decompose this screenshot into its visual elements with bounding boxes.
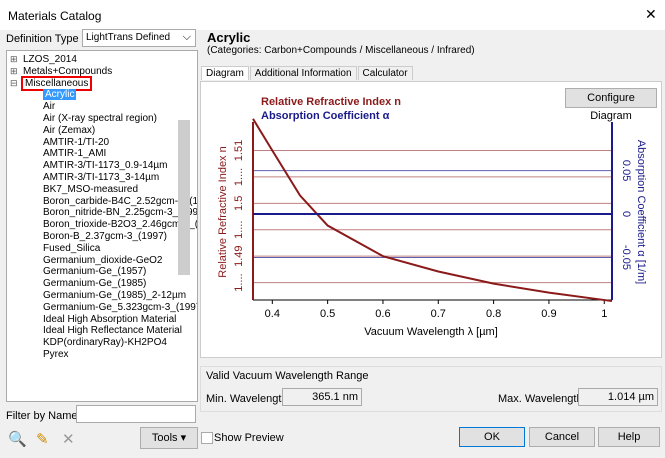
tree-item[interactable]: BK7_MSO-measured <box>43 183 139 195</box>
configure-button[interactable]: Configure Diagram <box>565 88 657 122</box>
close[interactable]: ✕ <box>645 6 657 22</box>
max-value: 1.014 µm <box>607 391 654 403</box>
tree-item[interactable]: Germanium-Ge_5.323gcm-3_(1997 <box>43 301 198 313</box>
min-field: 365.1 nm <box>282 388 362 406</box>
x-label: Vacuum Wavelength λ [µm] <box>364 326 498 338</box>
range-group <box>200 366 662 412</box>
tools-button[interactable]: Tools ▾ <box>140 427 198 449</box>
tree-item[interactable]: Germanium-Ge_(1957) <box>43 266 147 278</box>
cancel-button[interactable]: Cancel <box>529 427 595 447</box>
tree-item[interactable]: KDP(ordinaryRay)-KH2PO4 <box>43 337 167 349</box>
tree-item[interactable]: AMTIR-3/TI-1173_3-14µm <box>43 172 160 183</box>
tree-item[interactable]: Germanium-Ge_(1985)_2-12µm <box>43 290 187 301</box>
expander: ⊞ <box>10 65 18 76</box>
window-title: Materials Catalog <box>8 9 102 23</box>
tree-item[interactable]: Germanium-Ge_(1985) <box>43 278 147 290</box>
max-field: 1.014 µm <box>578 388 658 406</box>
x-tick-label: 0.8 <box>486 308 501 320</box>
y-tick-label: 1.49 <box>233 245 245 266</box>
x-tick-label: 0.4 <box>265 308 280 320</box>
arrow: ⌵ <box>182 31 191 43</box>
legend-entry: Absorption Coefficient α <box>261 110 390 122</box>
filter-label: Filter by Name <box>6 410 78 422</box>
expander: ⊞ <box>10 54 18 64</box>
tree-item[interactable]: Fused_Silica <box>43 242 101 254</box>
y2-tick-label: 0 <box>620 211 632 217</box>
def-value: LightTrans Defined <box>86 32 171 43</box>
y2-label: Absorption Coefficient α [1/m] <box>635 140 647 284</box>
ok-button[interactable]: OK <box>459 427 525 447</box>
tree-item[interactable]: Air <box>43 101 56 113</box>
tree-item[interactable]: Boron-B_2.37gcm-3_(1997) <box>43 231 167 242</box>
def-combo[interactable]: LightTrans Defined ⌵ <box>82 29 196 47</box>
preview-label: Show Preview <box>214 432 284 444</box>
tree-item[interactable]: AMTIR-1/TI-20 <box>43 136 110 148</box>
x-tick-label: 0.5 <box>320 308 335 320</box>
tree-item[interactable]: Miscellaneous <box>20 75 93 91</box>
min-value: 365.1 nm <box>312 391 358 403</box>
edit-icon[interactable]: ✎ <box>36 431 49 448</box>
search-icon[interactable]: 🔍 <box>8 431 27 448</box>
x-tick-label: 0.6 <box>375 308 390 320</box>
range-title: Valid Vacuum Wavelength Range <box>206 370 369 382</box>
y-label: Relative Refractive Index n <box>217 146 229 277</box>
tab[interactable]: Additional Information <box>249 66 357 80</box>
y-tick-label: 1.... <box>233 273 245 291</box>
scrollbar <box>178 120 190 275</box>
tree-item[interactable]: Acrylic <box>43 89 77 101</box>
max-label: Max. Wavelength <box>498 393 583 405</box>
tree-item[interactable]: Pyrex <box>43 349 69 360</box>
delete-icon[interactable]: ✕ <box>62 431 75 448</box>
def-label: Definition Type <box>6 33 79 45</box>
tree-item[interactable]: Air (X-ray spectral region) <box>43 113 157 124</box>
y-tick-label: 1.51 <box>233 140 245 161</box>
tree-item[interactable]: Boron_carbide-B4C_2.52gcm-3_(19 <box>43 195 198 207</box>
tab[interactable]: Calculator <box>357 66 413 80</box>
tabs: Diagram Additional Information Calculator <box>201 66 414 81</box>
expander: ⊟ <box>10 77 18 88</box>
x-tick-label: 0.7 <box>431 308 446 320</box>
tab[interactable]: Diagram <box>201 66 249 80</box>
title-bar <box>0 0 665 30</box>
tree-item[interactable]: AMTIR-3/TI-1173_0.9-14µm <box>43 160 168 172</box>
tree-item[interactable]: Air (Zemax) <box>43 124 96 136</box>
help-button[interactable]: Help <box>598 427 660 447</box>
min-label: Min. Wavelength <box>206 393 288 405</box>
tree-item[interactable]: AMTIR-1_AMI <box>43 148 107 160</box>
tree: ⊞ LZOS_2014 ⊞ Metals+Compounds ⊟ Miscellaneou… <box>6 50 198 402</box>
filter-input[interactable] <box>76 405 196 423</box>
y2-tick-label: -0.05 <box>620 245 632 270</box>
y-tick-label: 1.... <box>233 221 245 239</box>
material-categories: (Categories: Carbon+Compounds / Miscella… <box>207 45 475 56</box>
material-name: Acrylic <box>207 30 251 45</box>
tree-item[interactable]: Ideal High Absorption Material <box>43 313 177 325</box>
diagram-panel: Relative Refractive Index n Absorption C… <box>200 81 662 358</box>
tree-item[interactable]: Metals+Compounds <box>23 65 113 77</box>
series-line <box>252 118 613 303</box>
y-tick-label: 1.5 <box>233 196 245 211</box>
y-tick-label: 1.... <box>233 168 245 186</box>
checkbox[interactable] <box>201 432 213 444</box>
y2-tick-label: 0.05 <box>620 160 632 181</box>
tree-item[interactable]: Ideal High Reflectance Material <box>43 325 182 337</box>
legend-entry: Relative Refractive Index n <box>261 96 401 108</box>
tree-item[interactable]: Boron_nitride-BN_2.25gcm-3_(1997 <box>43 207 198 219</box>
tree-item[interactable]: LZOS_2014 <box>23 54 77 65</box>
x-tick-label: 0.9 <box>541 308 556 320</box>
x-tick-label: 1 <box>601 308 607 320</box>
tools-text: Tools <box>151 432 178 444</box>
chart: Relative Refractive Index n Absorption C… <box>217 96 647 338</box>
tree-item[interactable]: Boron_trioxide-B2O3_2.46gcm-3_(1 <box>43 219 198 231</box>
tree-item[interactable]: Germanium_dioxide-GeO2 <box>43 254 163 266</box>
